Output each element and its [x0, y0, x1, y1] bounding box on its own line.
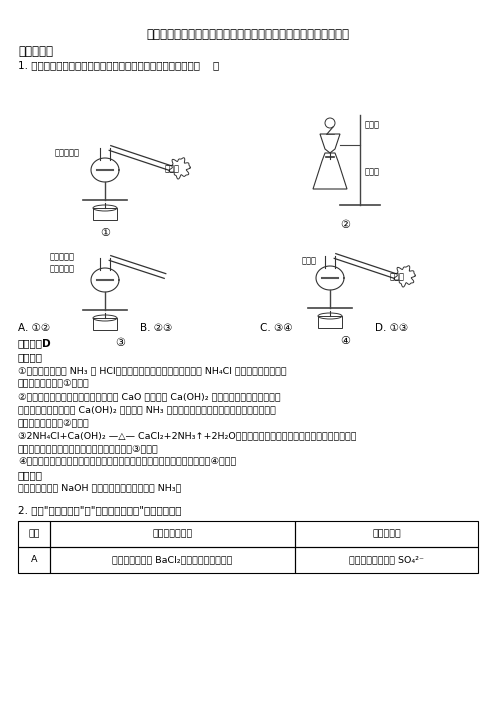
Text: 1. 下面是实验室制取氨气的装置和选用的试剂，其中错误的是（    ）: 1. 下面是实验室制取氨气的装置和选用的试剂，其中错误的是（ ）	[18, 60, 219, 70]
Text: 贵州省遵义市航天高级中学高一第二学期第二次质量检测化学试题: 贵州省遵义市航天高级中学高一第二学期第二次质量检测化学试题	[146, 28, 350, 41]
Text: 生危险，所以方案①错误；: 生危险，所以方案①错误；	[18, 379, 90, 388]
Text: 氯化铵固体: 氯化铵固体	[55, 148, 80, 157]
Text: 实验操作及现象: 实验操作及现象	[152, 529, 192, 538]
Text: 浓氨水: 浓氨水	[365, 120, 380, 129]
Text: 氧化钙: 氧化钙	[365, 167, 380, 176]
Bar	[18, 547, 50, 573]
Bar	[93, 208, 117, 220]
Text: 碱石灰: 碱石灰	[390, 272, 405, 281]
Text: ③2NH₄Cl+Ca(OH)₂ —△— CaCl₂+2NH₃↑+2H₂O，但是制备装置的试管口要略向下倾斜，防止水: ③2NH₄Cl+Ca(OH)₂ —△— CaCl₂+2NH₃↑+2H₂O，但是制…	[18, 431, 357, 440]
Text: 【点睛】: 【点睛】	[18, 470, 43, 480]
Text: C. ③④: C. ③④	[260, 323, 293, 333]
Bar	[50, 521, 295, 547]
Text: D. ①③: D. ①③	[375, 323, 408, 333]
Text: 与之相似，利用 NaOH 固体或碱石灰也可以制备 NH₃。: 与之相似，利用 NaOH 固体或碱石灰也可以制备 NH₃。	[18, 483, 182, 492]
Text: ③: ③	[115, 338, 125, 348]
Text: 该溶液中一定含有 SO₄²⁻: 该溶液中一定含有 SO₄²⁻	[349, 555, 424, 564]
Text: ①: ①	[100, 228, 110, 238]
Text: B. ②③: B. ②③	[140, 323, 172, 333]
Bar	[93, 318, 117, 330]
Text: 选项: 选项	[28, 529, 40, 538]
Text: ①氯化铵分解产生 NH₃ 和 HCl，气体在试管口降温后又化合生成 NH₄Cl 甚至会堵塞，试管发: ①氯化铵分解产生 NH₃ 和 HCl，气体在试管口降温后又化合生成 NH₄Cl …	[18, 366, 287, 375]
Text: ②: ②	[340, 220, 350, 230]
Text: 2. 下列"推理或结论"与"实验操作及现象"相符的一组是: 2. 下列"推理或结论"与"实验操作及现象"相符的一组是	[18, 505, 182, 515]
Text: 氯化铵固体: 氯化铵固体	[50, 264, 75, 273]
Bar	[18, 521, 50, 547]
Text: 蒸气冷凝回流到试管中使试管炸裂，因此方案③错误；: 蒸气冷凝回流到试管中使试管炸裂，因此方案③错误；	[18, 444, 159, 453]
Text: 合物温度升高，得到的 Ca(OH)₂ 可以降低 NH₃ 在水中的溶解度，这些都会促使氨水挥发生: 合物温度升高，得到的 Ca(OH)₂ 可以降低 NH₃ 在水中的溶解度，这些都会…	[18, 405, 276, 414]
Text: 【详解】: 【详解】	[18, 352, 43, 362]
Text: ②浓氨水遇到氧化钙后，溶液中的水与 CaO 反应生成 Ca(OH)₂ 而消耗，反应同时放热使混: ②浓氨水遇到氧化钙后，溶液中的水与 CaO 反应生成 Ca(OH)₂ 而消耗，反…	[18, 392, 281, 401]
Text: A: A	[31, 555, 37, 564]
Text: ④浓氨水受热分解生成氨气，通过碱石灰吸收水蒸气后可以得到氨气，方案④正确。: ④浓氨水受热分解生成氨气，通过碱石灰吸收水蒸气后可以得到氨气，方案④正确。	[18, 457, 236, 466]
Text: 【答案】D: 【答案】D	[18, 338, 52, 348]
Bar	[318, 316, 342, 328]
Text: 推理或结论: 推理或结论	[372, 529, 401, 538]
Text: ④: ④	[340, 336, 350, 346]
Text: 碱石灰: 碱石灰	[165, 164, 180, 173]
Text: 向某溶液中加入 BaCl₂溶液，生成白色沉淀: 向某溶液中加入 BaCl₂溶液，生成白色沉淀	[112, 555, 233, 564]
Bar	[295, 547, 478, 573]
Text: A. ①②: A. ①②	[18, 323, 50, 333]
Text: 浓氨水: 浓氨水	[302, 256, 317, 265]
Text: 成氨气，因此方案②正确；: 成氨气，因此方案②正确；	[18, 418, 90, 427]
Text: 氢氧化钙和: 氢氧化钙和	[50, 252, 75, 261]
Text: 一、选择题: 一、选择题	[18, 45, 53, 58]
Bar	[295, 521, 478, 547]
Bar	[50, 547, 295, 573]
